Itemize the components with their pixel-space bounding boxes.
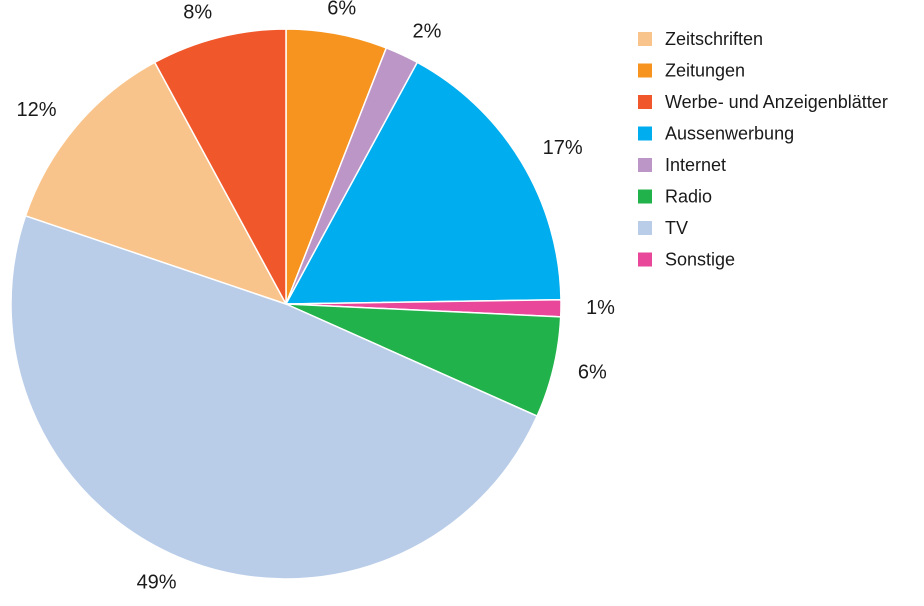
- legend-label-radio: Radio: [665, 186, 712, 206]
- legend-label-werbe-und-anzeigenblätter: Werbe- und Anzeigenblätter: [665, 92, 888, 112]
- legend-label-aussenwerbung: Aussenwerbung: [665, 123, 794, 143]
- slice-label-zeitungen: 6%: [327, 0, 356, 19]
- legend-label-zeitungen: Zeitungen: [665, 60, 745, 80]
- legend-swatch-tv: [638, 221, 652, 235]
- legend-swatch-sonstige: [638, 252, 652, 267]
- legend-label-tv: TV: [665, 218, 688, 238]
- slice-label-aussenwerbung: 17%: [543, 137, 583, 159]
- legend-label-zeitschriften: Zeitschriften: [665, 29, 763, 49]
- legend-swatch-werbe-und-anzeigenblätter: [638, 95, 652, 109]
- legend-swatch-internet: [638, 158, 652, 172]
- pie-slices: [10, 28, 562, 580]
- legend-swatch-radio: [638, 189, 652, 204]
- legend-swatch-aussenwerbung: [638, 126, 652, 141]
- slice-label-zeitschriften: 12%: [16, 99, 56, 121]
- legend-label-sonstige: Sonstige: [665, 249, 735, 269]
- slice-labels: 6% 2% 17% 1% 6% 49% 12% 8%: [16, 0, 615, 594]
- pie-slice-werbe-und-anzeigenblätter: [153, 28, 287, 305]
- legend-label-internet: Internet: [665, 155, 726, 175]
- slice-label-werbe-und-anzeigenblätter: 8%: [183, 2, 212, 24]
- slice-label-sonstige: 1%: [586, 297, 615, 319]
- legend-swatch-zeitschriften: [638, 32, 652, 46]
- legend-swatch-zeitungen: [638, 63, 652, 78]
- slice-label-radio: 6%: [578, 362, 607, 384]
- slice-label-internet: 2%: [413, 20, 442, 42]
- pie-slice-zeitschriften: [24, 61, 288, 306]
- pie-slice-aussenwerbung: [284, 61, 562, 305]
- legend: Zeitschriften Zeitungen Werbe- und Anzeige…: [638, 29, 888, 269]
- slice-label-tv: 49%: [137, 572, 177, 594]
- pie-slice-tv: [10, 214, 539, 580]
